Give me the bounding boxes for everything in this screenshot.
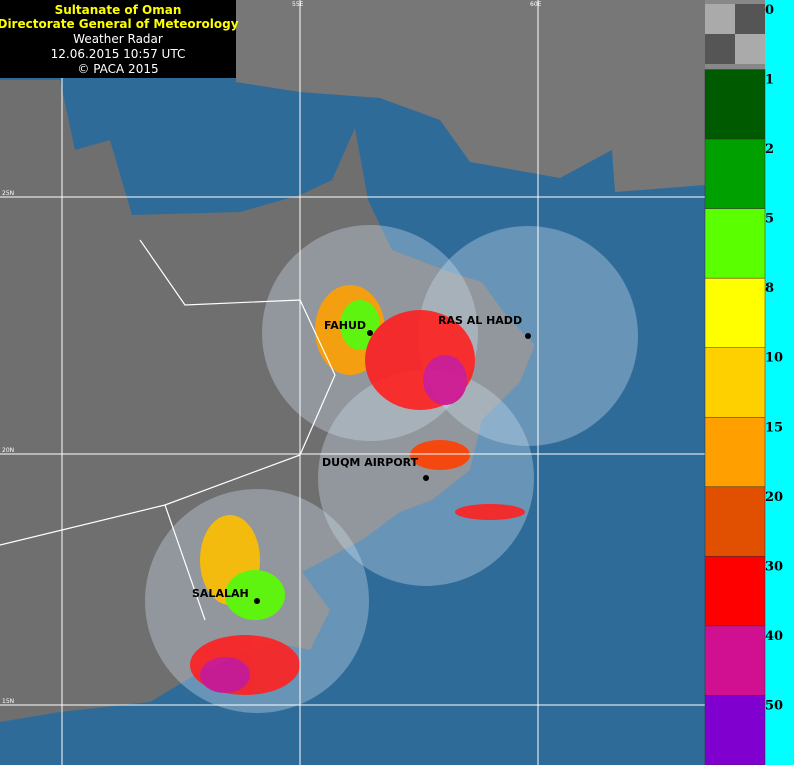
echo <box>200 657 250 693</box>
station-label: FAHUD <box>324 319 366 332</box>
station-label: DUQM AIRPORT <box>322 456 419 469</box>
legend-label: 0 <box>765 3 774 18</box>
legend-label: 40 <box>765 629 783 644</box>
legend-swatch <box>704 556 766 627</box>
border <box>164 504 206 621</box>
station-dot <box>525 333 531 339</box>
legend-label: 50 <box>765 698 783 713</box>
legend-label: 1 <box>765 73 774 88</box>
legend-label: 8 <box>765 281 774 296</box>
echoes <box>190 285 525 695</box>
legend-checker <box>735 4 765 34</box>
grid-label: 60E <box>530 1 542 8</box>
header-line: Directorate General of Meteorology <box>0 17 239 31</box>
echo <box>225 570 285 620</box>
legend-swatch <box>704 695 766 766</box>
legend-checker <box>705 4 735 34</box>
legend-swatch <box>704 625 766 696</box>
header-line: 12.06.2015 10:57 UTC <box>51 47 186 61</box>
echo <box>340 300 380 350</box>
legend-swatch <box>704 347 766 418</box>
legend-swatch <box>704 486 766 557</box>
legend-swatch <box>704 138 766 209</box>
grid-label: 15N <box>2 698 14 705</box>
legend-label: 10 <box>765 351 783 366</box>
legend-strip <box>765 0 794 765</box>
header-line: Weather Radar <box>73 32 163 46</box>
stations: FAHUD RAS AL HADD DUQM AIRPORT SALALAH <box>192 314 531 604</box>
legend: 0 1 2 5 8 10 15 20 30 40 50 <box>704 0 783 766</box>
land-arabia <box>0 80 535 722</box>
legend-checker <box>735 34 765 64</box>
echo <box>423 355 467 405</box>
grid-label: 55E <box>292 1 304 8</box>
grid-label: 25N <box>2 190 14 197</box>
header-line: Sultanate of Oman <box>55 3 182 17</box>
grid-label: 20N <box>2 447 14 454</box>
header-line: © PACA 2015 <box>77 62 158 76</box>
station-dot <box>423 475 429 481</box>
echo <box>410 440 470 470</box>
graticule <box>0 0 705 765</box>
legend-label: 30 <box>765 559 783 574</box>
legend-swatch <box>704 277 766 348</box>
echo <box>455 504 525 520</box>
land-iran <box>236 0 705 192</box>
legend-label: 2 <box>765 142 774 157</box>
station-dot <box>254 598 260 604</box>
station-dot <box>367 330 373 336</box>
legend-swatch <box>704 69 766 140</box>
station-label: RAS AL HADD <box>438 314 522 327</box>
legend-label: 15 <box>765 420 783 435</box>
station-label: SALALAH <box>192 587 249 600</box>
header-box <box>0 0 236 78</box>
legend-label: 5 <box>765 212 774 227</box>
legend-checker <box>705 34 735 64</box>
legend-swatch <box>704 417 766 488</box>
legend-swatch <box>704 208 766 279</box>
legend-label: 20 <box>765 490 783 505</box>
